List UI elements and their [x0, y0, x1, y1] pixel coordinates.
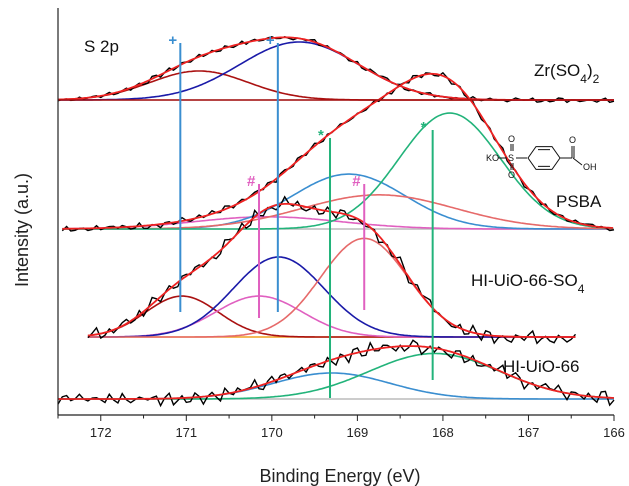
- y-axis-title: Intensity (a.u.): [12, 173, 32, 287]
- reference-marker: *: [318, 127, 324, 144]
- plot-area: [57, 35, 615, 408]
- reference-marker: #: [352, 173, 361, 190]
- x-tick-label: 167: [518, 425, 540, 440]
- reference-marker: +: [266, 32, 275, 49]
- reference-marker: *: [421, 119, 427, 136]
- spectrum-hi-uio-66-so4: [87, 195, 577, 345]
- x-axis-title: Binding Energy (eV): [259, 466, 420, 486]
- atom-label: KO: [486, 153, 499, 163]
- fit-envelope: [58, 345, 615, 400]
- spectrum-label: PSBA: [556, 192, 602, 211]
- raw-data-line: [61, 71, 615, 232]
- atom-label: O: [508, 170, 515, 180]
- atom-label: OH: [583, 162, 597, 172]
- spectrum-zr-so4-2: [57, 35, 615, 104]
- x-tick-label: 170: [261, 425, 283, 440]
- spectrum-label: HI-UiO-66: [503, 357, 580, 376]
- fit-envelope: [62, 72, 614, 230]
- component-peak: [58, 372, 614, 400]
- fit-envelope: [87, 203, 576, 338]
- spectrum-psba: [61, 71, 615, 232]
- x-axis: 172 171 170 169 168 167 166: [57, 8, 625, 440]
- atom-label: O: [508, 134, 515, 144]
- spectrum-label: Zr(SO4)2: [534, 61, 600, 86]
- component-peak: [62, 112, 614, 230]
- panel-label: S 2p: [84, 37, 119, 56]
- x-tick-label: 166: [603, 425, 625, 440]
- fit-envelope: [58, 36, 614, 101]
- spectrum-hi-uio-66: [57, 339, 615, 408]
- atom-label: S: [508, 153, 514, 163]
- component-peak: [87, 256, 576, 338]
- x-tick-label: 172: [90, 425, 112, 440]
- x-tick-label: 168: [432, 425, 454, 440]
- reference-marker: +: [168, 32, 177, 49]
- atom-label: O: [569, 135, 576, 145]
- reference-marker: #: [247, 173, 256, 190]
- benzene-ring: [527, 146, 561, 170]
- spectrum-label: HI-UiO-66-SO4: [471, 271, 585, 296]
- x-tick-label: 171: [175, 425, 197, 440]
- reference-markers: + + # # * *: [168, 32, 434, 398]
- component-peak: [58, 70, 614, 101]
- x-tick-label: 169: [347, 425, 369, 440]
- spectrum-labels: Zr(SO4)2 PSBA HI-UiO-66-SO4 HI-UiO-66: [471, 61, 602, 376]
- raw-data-line: [57, 35, 615, 104]
- bond: [572, 157, 583, 166]
